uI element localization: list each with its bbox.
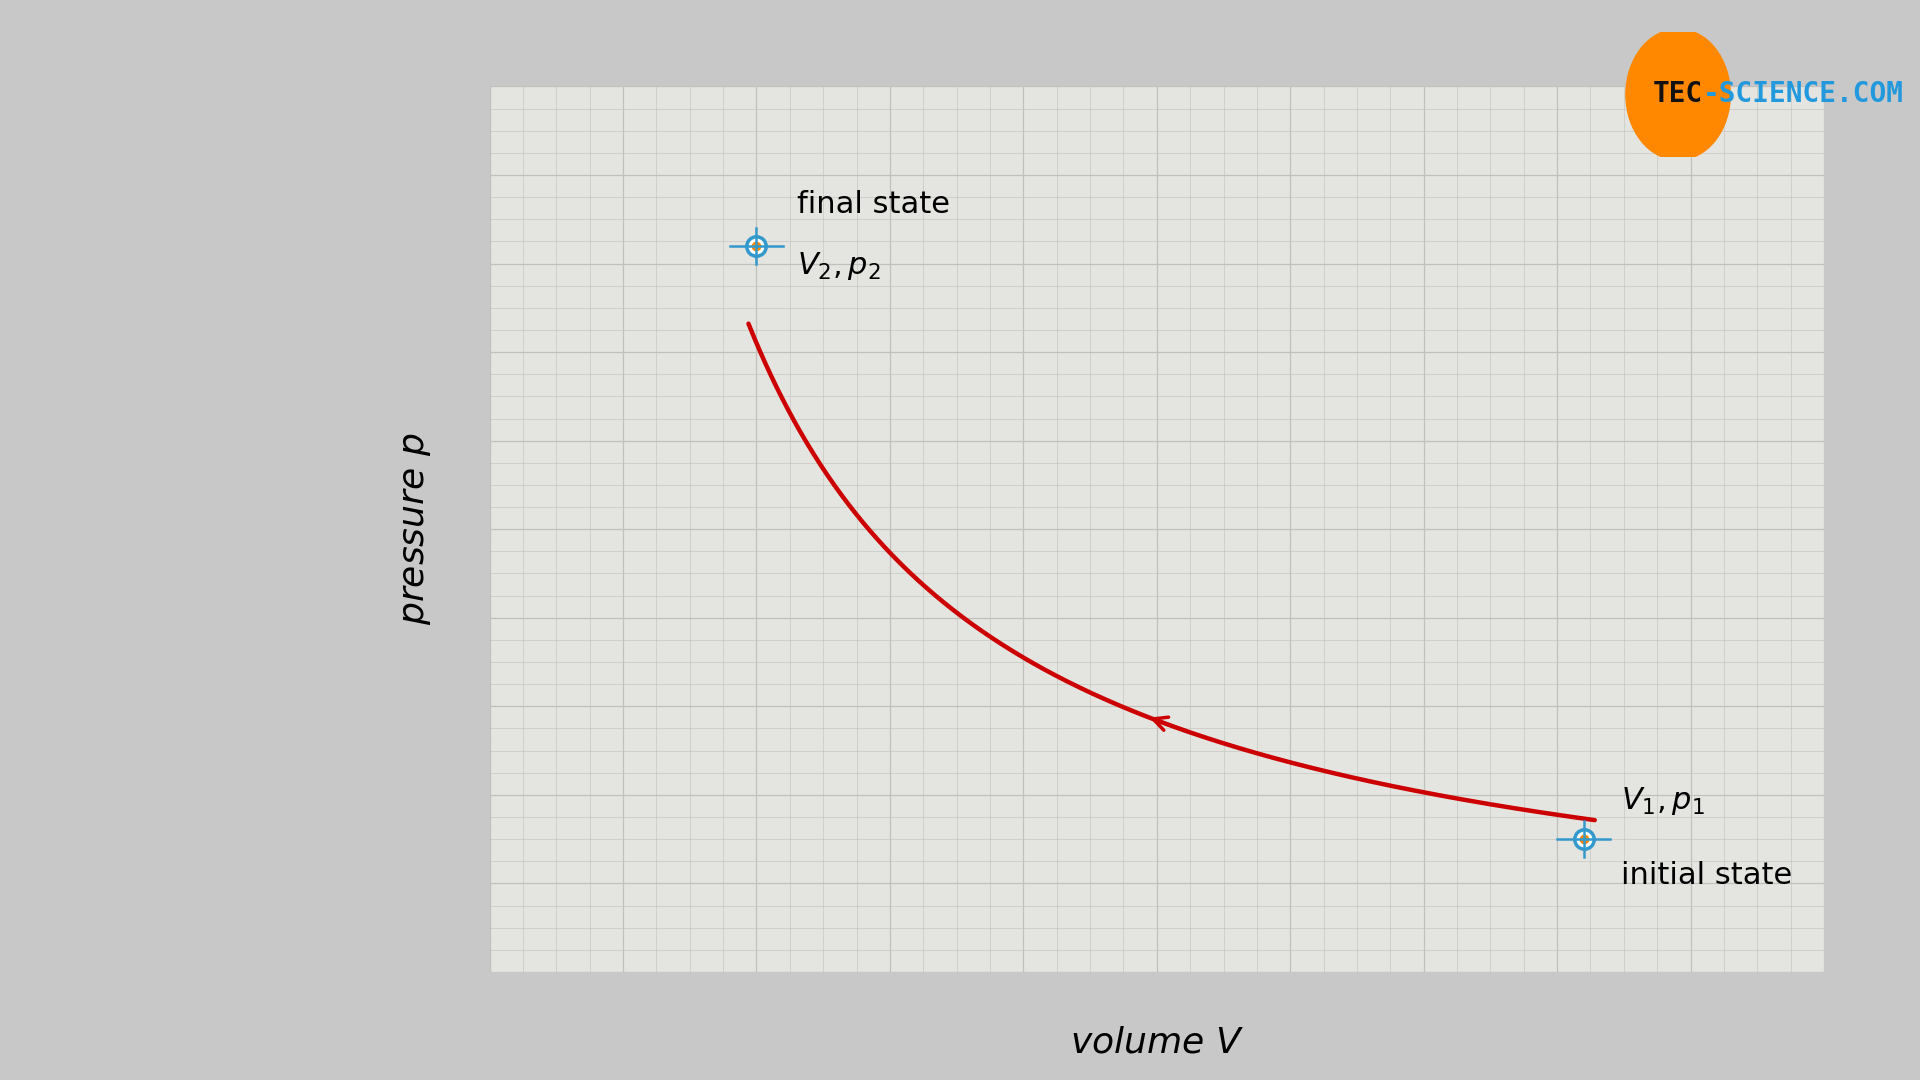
Text: final state: final state [797,190,950,219]
Text: pressure $p$: pressure $p$ [399,433,434,625]
Text: initial state: initial state [1620,862,1793,890]
Text: $V_2, p_2$: $V_2, p_2$ [797,251,879,282]
Text: $V_1, p_1$: $V_1, p_1$ [1620,785,1705,818]
Ellipse shape [1624,28,1732,161]
Text: TEC: TEC [1653,81,1703,108]
Text: -SCIENCE.COM: -SCIENCE.COM [1703,81,1905,108]
Text: volume $V$: volume $V$ [1069,1025,1244,1059]
